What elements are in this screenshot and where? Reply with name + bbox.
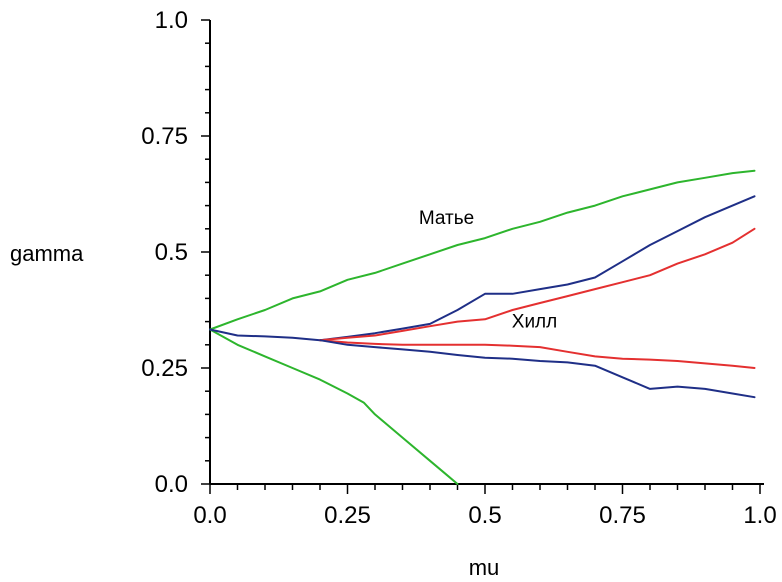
x-tick-label: 0.75 <box>599 502 646 529</box>
tick-labels: 0.0 0.25 0.5 0.75 1.0 0.0 0.25 0.5 0.75 1.0 <box>141 7 776 529</box>
x-tick-label: 0.25 <box>324 502 371 529</box>
y-axis-label: gamma <box>10 241 84 266</box>
annotations: Матье Хилл <box>419 208 557 332</box>
y-tick-label: 1.0 <box>155 7 188 34</box>
tick-marks <box>201 19 761 494</box>
series-line-1 <box>209 169 756 331</box>
y-tick-label: 0.0 <box>155 471 188 498</box>
y-tick-label: 0.5 <box>155 239 188 266</box>
y-tick-label: 0.25 <box>141 355 188 382</box>
x-tick-label: 0.5 <box>468 502 501 529</box>
series-line-5 <box>319 339 756 369</box>
series-line-2 <box>209 328 459 485</box>
annotation-label-2: Хилл <box>512 312 557 333</box>
annotation-label-1: Матье <box>419 208 474 229</box>
x-tick-label: 1.0 <box>743 502 776 529</box>
x-tick-label: 0.0 <box>193 502 226 529</box>
series-lines <box>209 169 756 485</box>
series-line-6 <box>319 339 756 399</box>
y-tick-label: 0.75 <box>141 123 188 150</box>
series-line-3 <box>209 195 756 342</box>
x-axis-label: mu <box>469 555 500 580</box>
series-line-4 <box>319 227 756 342</box>
axes <box>209 20 764 485</box>
